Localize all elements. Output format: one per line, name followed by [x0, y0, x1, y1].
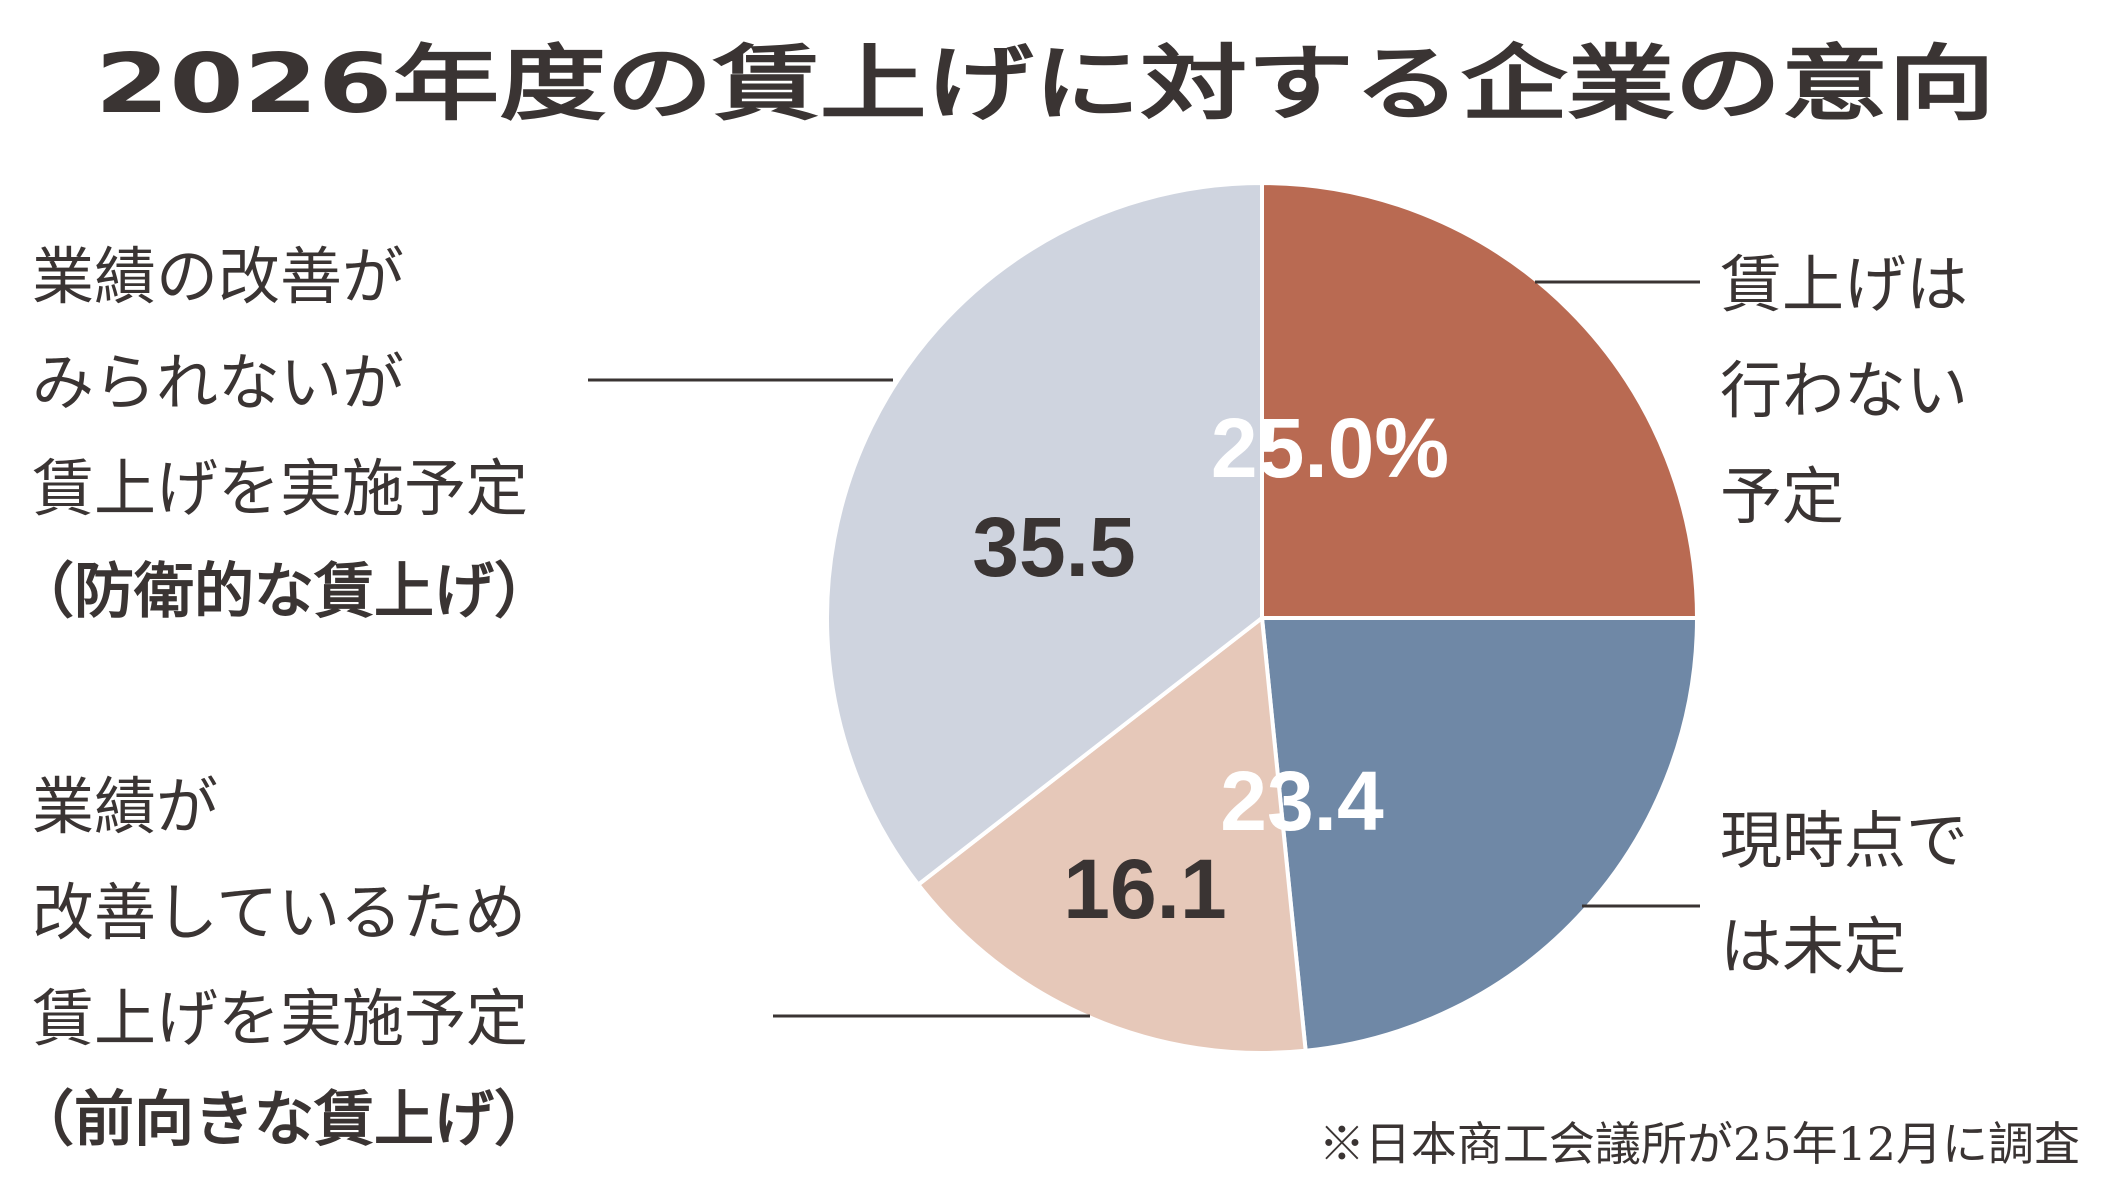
chart-title: 2026年度の賃上げに対する企業の意向: [95, 37, 1995, 132]
slice-value-positive: 16.1: [1063, 842, 1227, 936]
slice-label-positive-line: 賃上げを実施予定: [32, 982, 528, 1055]
slice-label-positive-line: 業績が: [32, 770, 218, 843]
slice-label-defensive-sub: （防衛的な賃上げ）: [14, 557, 554, 627]
leader-lines: [588, 280, 1700, 1018]
slice-label-none: 賃上げは 行わない 予定: [1720, 248, 1968, 533]
slice-label-defensive-line: 業績の改善が: [32, 240, 404, 313]
pie-slice-undecided: [1260, 616, 1699, 1053]
slice-label-none-line: 賃上げは: [1720, 248, 1968, 321]
slice-label-none-line: 予定: [1720, 460, 1844, 533]
slice-label-defensive: 業績の改善が みられないが 賃上げを実施予定 （防衛的な賃上げ）: [14, 240, 554, 627]
slice-value-undecided: 23.4: [1220, 754, 1384, 848]
slice-label-none-line: 行わない: [1720, 354, 1968, 427]
slice-label-undecided-line: 現時点で: [1720, 804, 1968, 877]
pie-slice-positive: [916, 616, 1308, 1055]
slice-value-defensive: 35.5: [972, 500, 1136, 594]
source-note: ※日本商工会議所が25年12月に調査: [1319, 1117, 2080, 1171]
slice-value-none: 25.0%: [1211, 401, 1449, 495]
slice-label-positive: 業績が 改善しているため 賃上げを実施予定 （前向きな賃上げ）: [14, 770, 554, 1155]
pie-slice-none: [1260, 181, 1699, 620]
pie-slice-defensive: [825, 181, 1264, 887]
slice-label-undecided: 現時点で は未定: [1720, 804, 1968, 983]
slice-label-positive-sub: （前向きな賃上げ）: [14, 1085, 554, 1155]
pie-slices: [825, 181, 1699, 1055]
slice-label-undecided-line: は未定: [1720, 910, 1906, 983]
slice-label-defensive-line: みられないが: [32, 346, 404, 419]
slice-label-defensive-line: 賃上げを実施予定: [32, 452, 528, 525]
slice-label-positive-line: 改善しているため: [32, 876, 526, 949]
